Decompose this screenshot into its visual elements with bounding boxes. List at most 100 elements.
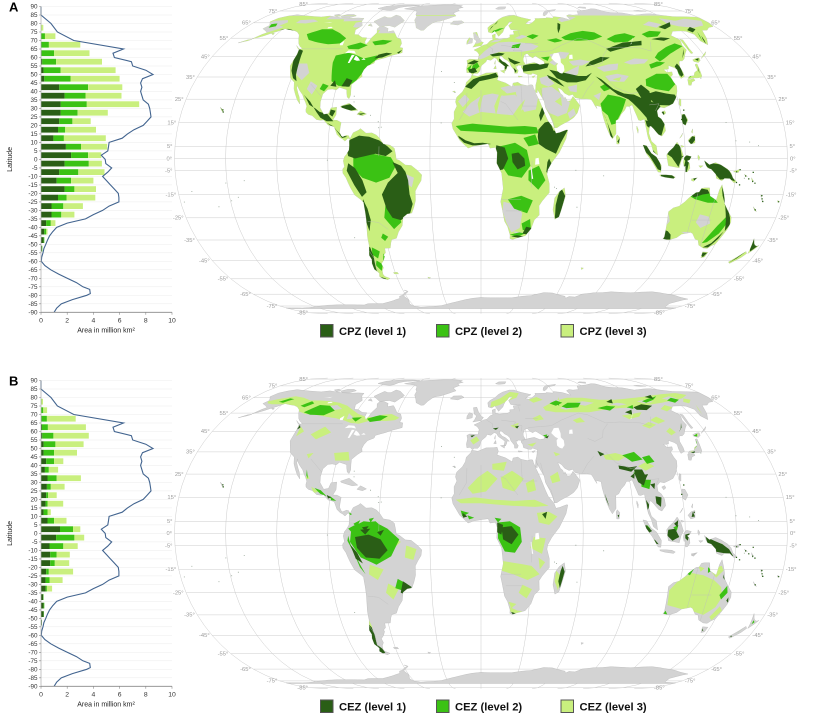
svg-text:8: 8 [144,691,148,698]
svg-text:65: 65 [30,46,38,53]
svg-text:10: 10 [168,691,176,698]
svg-text:15°: 15° [786,495,795,501]
svg-text:-25°: -25° [173,216,184,222]
svg-text:35°: 35° [767,450,776,456]
svg-text:A: A [9,0,19,15]
svg-text:5°: 5° [790,144,796,150]
svg-text:25°: 25° [175,472,184,478]
svg-text:65°: 65° [711,21,720,27]
svg-text:CPZ (level 3): CPZ (level 3) [580,326,647,338]
svg-text:-25: -25 [28,199,38,206]
svg-text:55°: 55° [220,36,229,42]
svg-text:25°: 25° [175,97,184,103]
svg-text:55°: 55° [220,411,229,417]
svg-text:5: 5 [34,522,38,529]
svg-text:45°: 45° [752,54,761,60]
svg-text:35: 35 [30,471,38,478]
svg-text:5°: 5° [790,519,796,525]
svg-text:-75°: -75° [267,304,278,310]
svg-text:-85°: -85° [297,311,308,317]
svg-text:60: 60 [30,429,38,436]
svg-text:5: 5 [34,148,38,155]
svg-text:90: 90 [30,4,38,11]
svg-text:45: 45 [30,454,38,461]
svg-text:30: 30 [30,106,38,113]
svg-text:-15°: -15° [165,567,176,573]
svg-text:-60: -60 [28,633,38,640]
svg-text:85°: 85° [654,377,663,383]
svg-text:CPZ (level 1): CPZ (level 1) [339,326,406,338]
svg-text:-85°: -85° [654,311,665,317]
svg-text:30: 30 [30,480,38,487]
svg-text:2: 2 [65,317,69,324]
svg-text:85°: 85° [299,377,308,383]
svg-text:-65°: -65° [711,292,722,298]
svg-text:-25: -25 [28,573,38,580]
svg-text:-45: -45 [28,233,38,240]
svg-text:-5: -5 [32,539,38,546]
svg-text:75: 75 [30,403,38,410]
svg-text:5°: 5° [167,144,173,150]
svg-text:55: 55 [30,437,38,444]
svg-text:CEZ (level 1): CEZ (level 1) [339,702,406,714]
svg-text:-40: -40 [28,599,38,606]
svg-text:-10: -10 [28,548,38,555]
svg-text:-25°: -25° [778,216,789,222]
svg-text:75°: 75° [685,9,694,15]
svg-text:35°: 35° [186,75,195,81]
svg-text:-30: -30 [28,582,38,589]
svg-text:55°: 55° [734,411,743,417]
svg-text:6: 6 [118,691,122,698]
svg-text:25°: 25° [778,472,787,478]
svg-text:-90: -90 [28,684,38,691]
svg-text:40: 40 [30,463,38,470]
svg-text:-15: -15 [28,556,38,563]
svg-text:75°: 75° [685,384,694,390]
svg-text:-80: -80 [28,667,38,674]
svg-text:Area in million km²: Area in million km² [77,701,135,708]
svg-text:-55°: -55° [218,277,229,283]
svg-text:15: 15 [30,505,38,512]
svg-text:-30: -30 [28,208,38,215]
svg-text:0: 0 [39,691,43,698]
svg-text:-85: -85 [28,675,38,682]
svg-text:15: 15 [30,131,38,138]
svg-text:Latitude: Latitude [7,521,14,546]
svg-text:85°: 85° [299,2,308,8]
svg-text:-80: -80 [28,293,38,300]
svg-text:-50: -50 [28,616,38,623]
svg-text:-50: -50 [28,242,38,249]
svg-text:5°: 5° [167,519,173,525]
svg-text:-55°: -55° [218,652,229,658]
svg-text:90: 90 [30,378,38,385]
svg-text:65: 65 [30,420,38,427]
svg-text:45: 45 [30,80,38,87]
svg-text:-45°: -45° [752,633,763,639]
svg-text:80: 80 [30,21,38,28]
svg-text:-85°: -85° [654,686,665,692]
svg-text:-55°: -55° [734,277,745,283]
svg-text:0°: 0° [166,531,172,537]
svg-text:-5: -5 [32,165,38,172]
svg-text:-20: -20 [28,565,38,572]
svg-text:-10: -10 [28,174,38,181]
svg-text:-5°: -5° [790,543,797,549]
svg-text:10: 10 [30,514,38,521]
svg-text:B: B [9,374,18,389]
svg-text:-75: -75 [28,284,38,291]
svg-text:70: 70 [30,412,38,419]
svg-text:Area in million km²: Area in million km² [77,327,135,334]
svg-text:40: 40 [30,89,38,96]
svg-text:-25°: -25° [173,591,184,597]
svg-text:-15: -15 [28,182,38,189]
svg-text:-35°: -35° [184,613,195,619]
svg-text:-65: -65 [28,267,38,274]
svg-text:55°: 55° [734,36,743,42]
svg-text:25: 25 [30,114,38,121]
svg-text:-20: -20 [28,191,38,198]
svg-text:-65°: -65° [240,292,251,298]
svg-text:20: 20 [30,123,38,130]
svg-text:50: 50 [30,446,38,453]
svg-text:CEZ (level 2): CEZ (level 2) [455,702,522,714]
svg-text:70: 70 [30,38,38,45]
